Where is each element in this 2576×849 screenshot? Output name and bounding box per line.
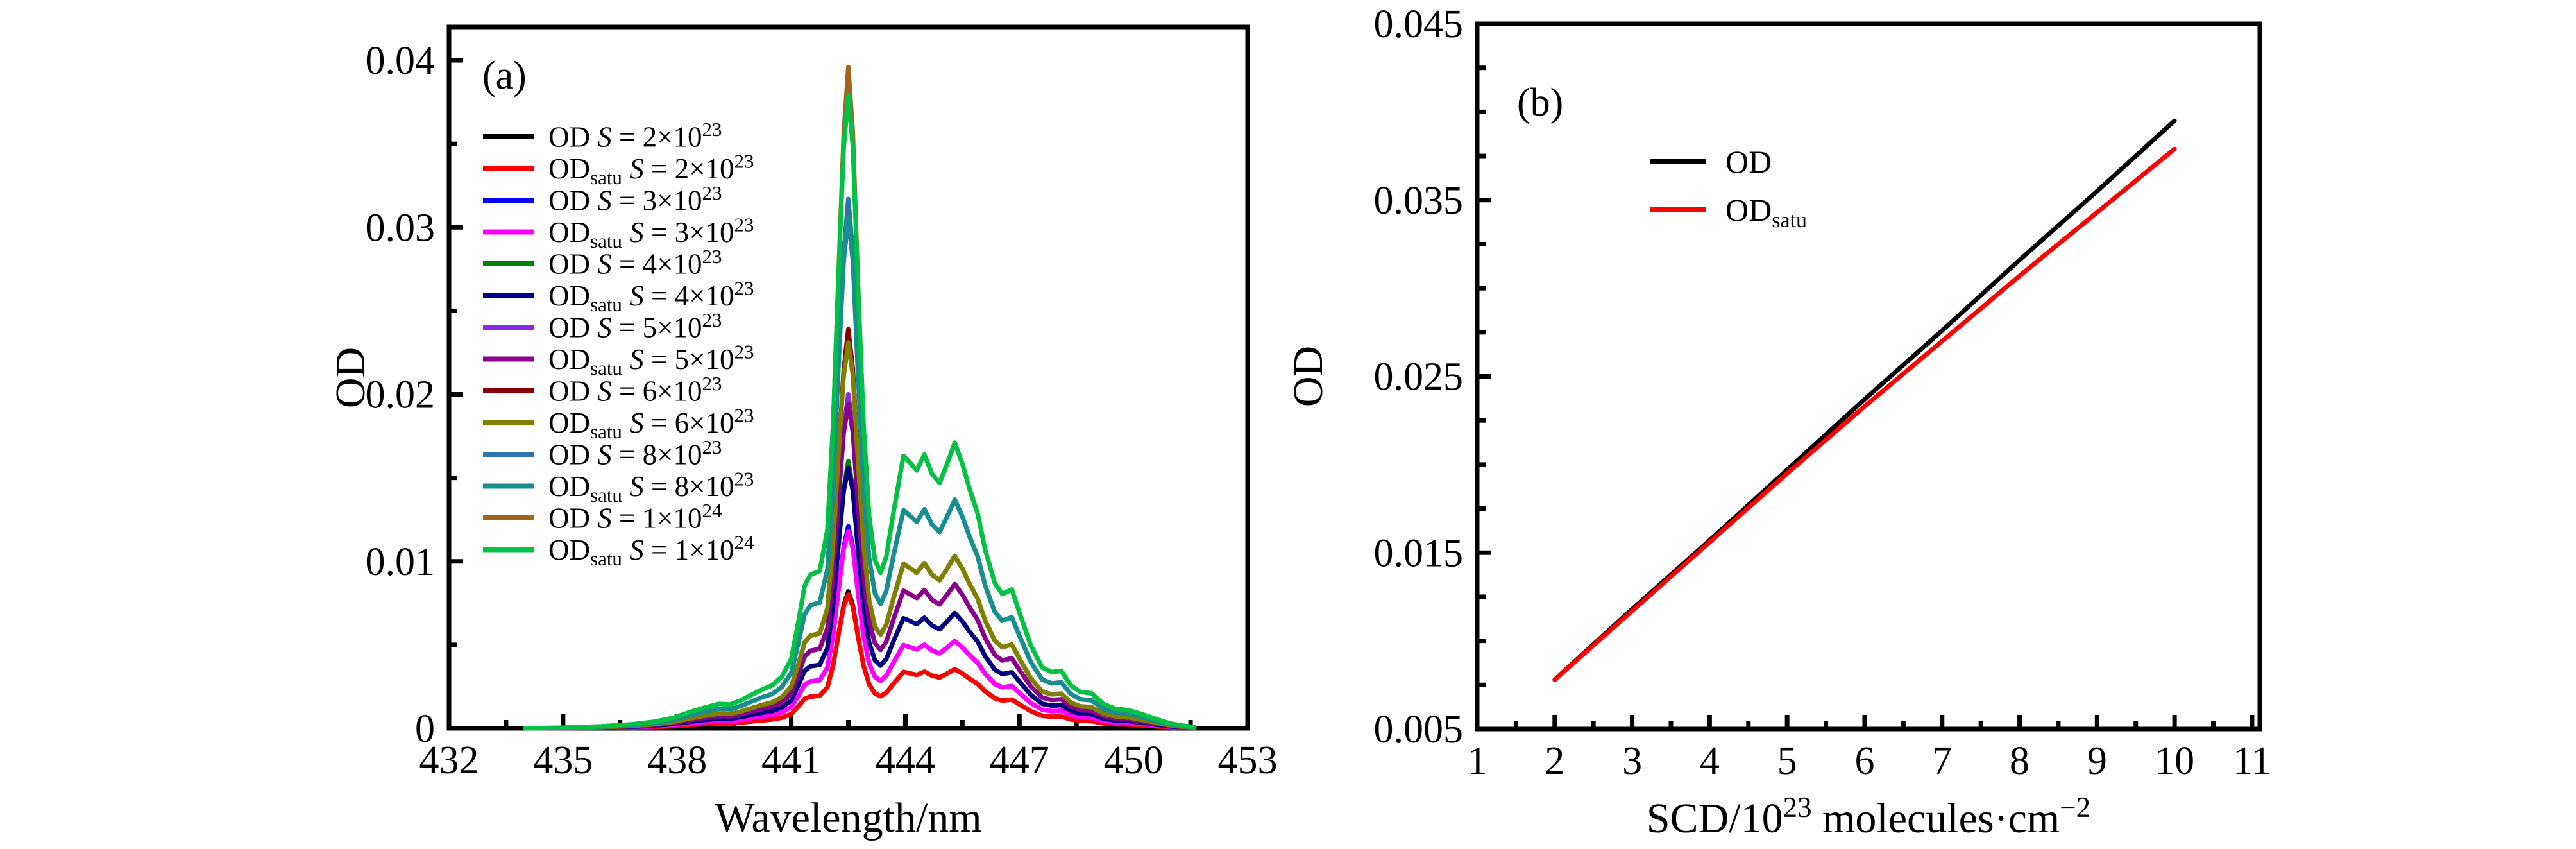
panel-a-x-tick-label: 432 [419, 739, 479, 782]
panel-b-x-tick-label: 7 [1932, 739, 1952, 783]
legend-a-label: OD S = 8×1023 [548, 436, 722, 470]
panel-b-x-tick-label: 9 [2087, 739, 2107, 783]
panel-b-y-tick-label: 0.035 [1374, 179, 1464, 223]
panel-b-x-tick-label: 4 [1700, 739, 1720, 783]
legend-a-label: ODsatu S = 1×1024 [548, 531, 754, 570]
panel-b-x-tick-label: 8 [2010, 739, 2029, 783]
legend-a-label: OD S = 3×1023 [548, 182, 722, 216]
panel-b-y-tick-label: 0.025 [1374, 356, 1464, 399]
panel-a-y-tick-label: 0.04 [366, 39, 436, 83]
legend-a-label: OD S = 4×1023 [548, 245, 722, 280]
panel-b-x-axis-label: SCD/1023 molecules·cm−2 [1647, 791, 2090, 842]
legend-a-label: ODsatu S = 2×1023 [548, 150, 754, 189]
legend-a-label: ODsatu S = 3×1023 [548, 214, 754, 252]
legend-a-label: ODsatu S = 8×1023 [548, 468, 754, 506]
panel-a-x-tick-label: 444 [876, 739, 935, 782]
panel-a-y-tick-label: 0.03 [366, 206, 436, 250]
series-line-odsatu-1e24 [523, 93, 1197, 731]
series-line-odsatu-6e23 [523, 340, 1197, 731]
panel-b-tag: (b) [1517, 81, 1563, 124]
panel-a-y-axis-label: OD [327, 347, 374, 408]
panel-a-y-tick-label: 0.02 [366, 373, 436, 417]
panel-a-tag: (a) [482, 54, 527, 98]
panel-b-x-tick-label: 6 [1854, 739, 1874, 783]
legend-b-label: ODsatu [1725, 192, 1807, 232]
panel-b-x-tick-label: 5 [1777, 739, 1797, 783]
panel-a-x-tick-label: 441 [761, 739, 821, 782]
panel-b-x-tick-label: 3 [1622, 739, 1642, 783]
panel-b-x-tick-label: 10 [2155, 739, 2194, 783]
panel-b-x-tick-label: 2 [1545, 739, 1564, 783]
legend-a-label: OD S = 5×1023 [548, 309, 722, 343]
panel-a-x-tick-label: 453 [1218, 739, 1278, 782]
series-line-odsatu-2e23 [523, 592, 1197, 731]
panel-a-y-tick-label: 0.01 [366, 540, 436, 584]
series-line-odsatu-4e23 [523, 465, 1197, 731]
legend-a-label: ODsatu S = 4×1023 [548, 277, 754, 316]
panel-b-y-tick-label: 0.015 [1374, 531, 1464, 575]
panel-b-y-tick-label: 0.045 [1374, 3, 1464, 46]
series-line-odsatu [1552, 146, 2177, 682]
panel-b-y-tick-label: 0.005 [1374, 708, 1464, 751]
legend-a-label: OD S = 1×1024 [548, 499, 722, 534]
panel-b-x-tick-label: 1 [1468, 739, 1487, 783]
panel-b-frame [1475, 21, 2262, 732]
panel-b-y-axis-label: OD [1285, 346, 1332, 407]
panel-a-x-tick-label: 447 [990, 739, 1049, 782]
legend-a-label: OD S = 2×1023 [548, 118, 722, 153]
series-line-odsatu-8e23 [523, 215, 1197, 731]
series-line-odsatu-3e23 [523, 529, 1197, 731]
legend-a-label: ODsatu S = 6×1023 [548, 404, 754, 443]
panel-a-x-tick-label: 435 [533, 739, 593, 782]
panel-b-x-tick-label: 11 [2233, 739, 2271, 783]
panel-a-y-tick-label: 0 [415, 707, 435, 751]
panel-a-x-axis-label: Wavelength/nm [715, 794, 981, 841]
panel-a-x-tick-label: 450 [1104, 739, 1164, 782]
legend-a-label: OD S = 6×1023 [548, 372, 722, 407]
panel-a-x-tick-label: 438 [647, 739, 707, 782]
series-line-odsatu-5e23 [523, 402, 1197, 731]
legend-b-label: OD [1725, 144, 1772, 180]
legend-a-label: ODsatu S = 5×1023 [548, 341, 754, 379]
